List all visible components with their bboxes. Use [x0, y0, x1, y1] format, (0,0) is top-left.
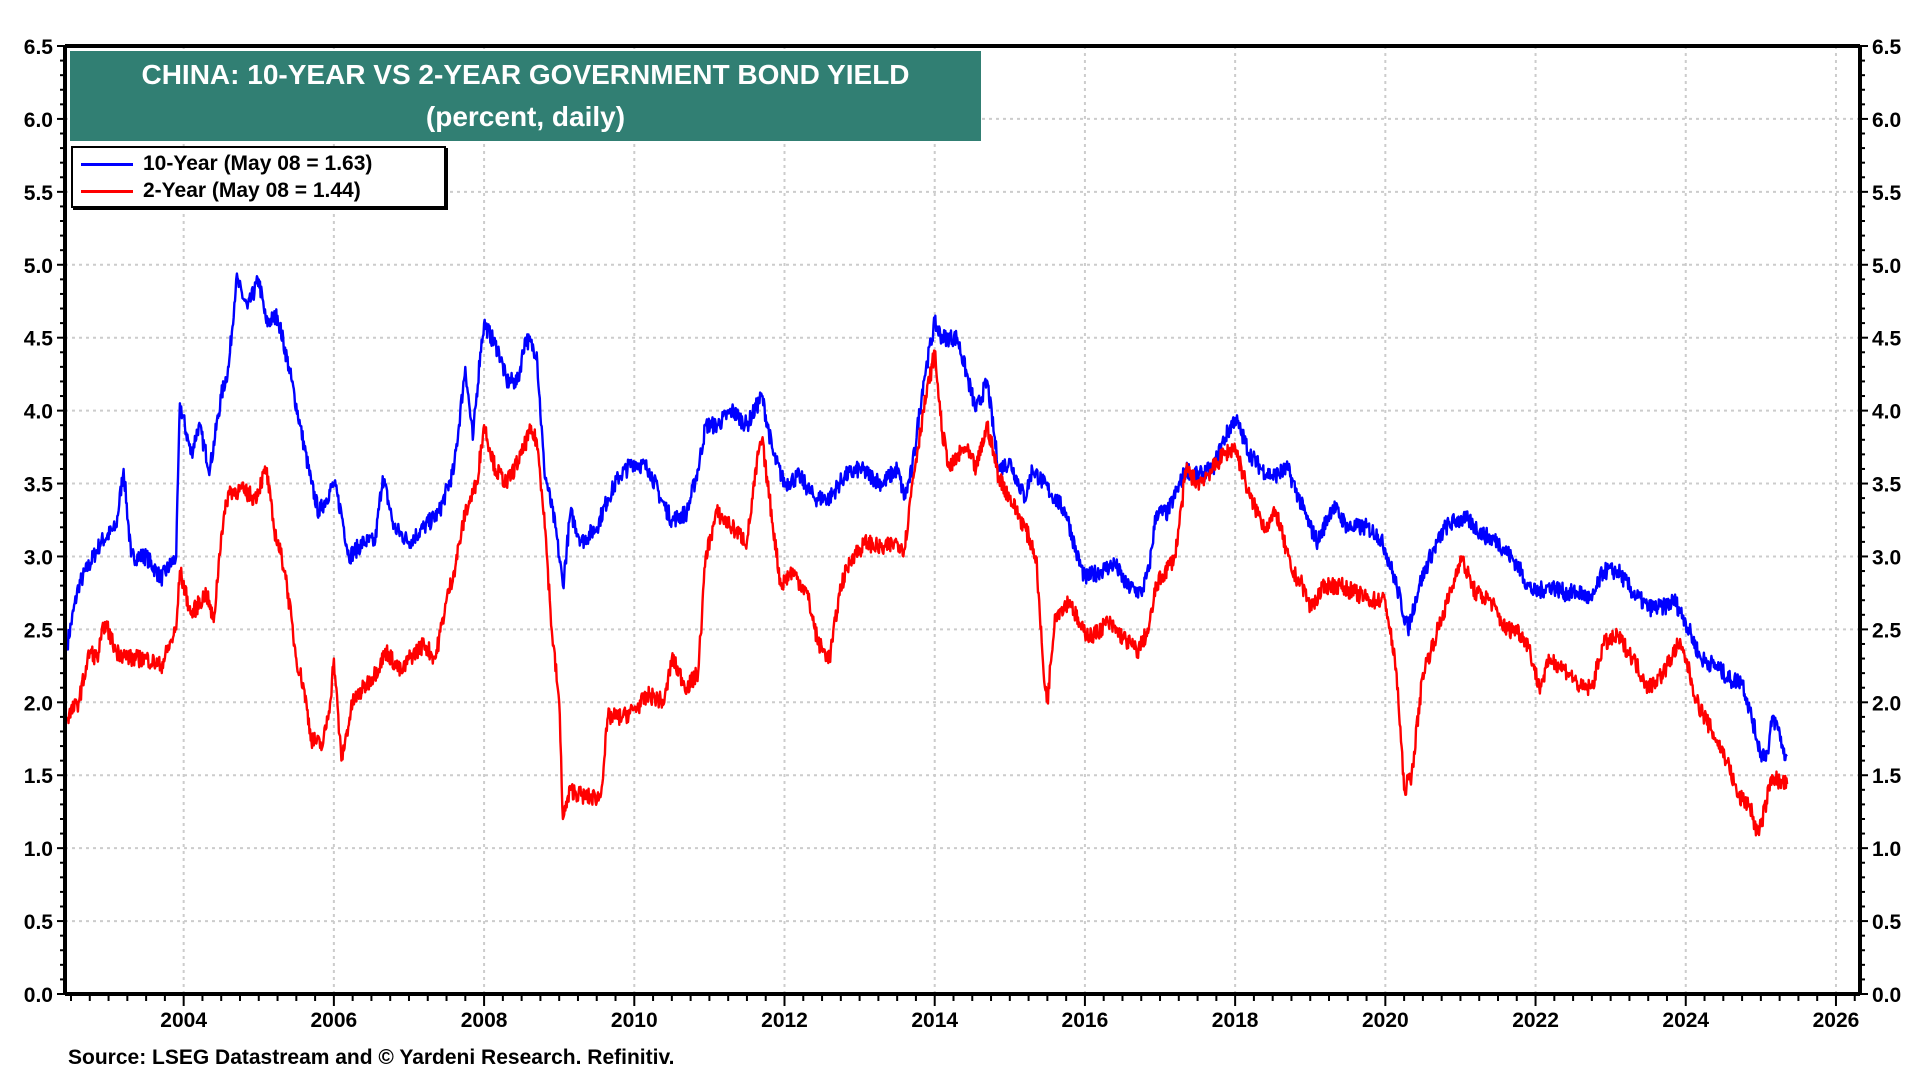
x-tick-label: 2008 — [461, 1009, 508, 1032]
y-tick-label-left: 1.5 — [24, 765, 54, 788]
line-10-year — [66, 272, 1788, 763]
y-tick-label-left: 1.0 — [24, 838, 53, 861]
y-tick-label-left: 6.5 — [24, 36, 54, 59]
y-tick-label-right: 3.5 — [1872, 474, 1902, 497]
legend-item-2-year: 2-Year (May 08 = 1.44) — [81, 179, 361, 203]
x-tick-label: 2024 — [1662, 1009, 1709, 1032]
y-tick-label-right: 4.5 — [1872, 328, 1902, 351]
y-tick-label-right: 5.5 — [1872, 182, 1902, 205]
x-tick-label: 2026 — [1813, 1009, 1860, 1032]
legend-label: 2-Year (May 08 = 1.44) — [143, 179, 361, 202]
x-tick-label: 2012 — [761, 1009, 808, 1032]
x-tick-label: 2022 — [1512, 1009, 1559, 1032]
y-tick-label-right: 5.0 — [1872, 255, 1901, 278]
y-tick-label-left: 4.0 — [24, 401, 53, 424]
series-lines — [66, 272, 1789, 837]
y-tick-label-left: 5.0 — [24, 255, 53, 278]
y-tick-label-left: 2.5 — [24, 619, 54, 642]
chart-subtitle: (percent, daily) — [425, 101, 626, 132]
legend-item-10-year: 10-Year (May 08 = 1.63) — [81, 152, 372, 176]
y-tick-label-left: 3.5 — [24, 474, 54, 497]
y-tick-label-right: 4.0 — [1872, 401, 1901, 424]
legend-swatch-red — [81, 189, 133, 193]
tick-labels: 0.0 0.0 0.5 0.5 1.0 1.0 1.5 1.5 2.0 2.0 2.5 2.5 3.0 3… — [24, 36, 1902, 1032]
legend-label: 10-Year (May 08 = 1.63) — [143, 152, 373, 175]
y-tick-label-right: 1.0 — [1872, 838, 1901, 861]
legend-swatch-blue — [81, 162, 133, 166]
y-tick-label-left: 5.5 — [24, 182, 54, 205]
y-tick-label-right: 2.5 — [1872, 619, 1902, 642]
legend: 10-Year (May 08 = 1.63) 2-Year (May 08 =… — [71, 146, 446, 208]
source-note: Source: LSEG Datastream and © Yardeni Re… — [68, 1046, 675, 1069]
y-tick-label-left: 0.5 — [24, 911, 54, 934]
axes — [57, 44, 1868, 1006]
x-tick-label: 2016 — [1062, 1009, 1109, 1032]
y-tick-label-left: 2.0 — [24, 692, 53, 715]
y-tick-label-right: 2.0 — [1872, 692, 1901, 715]
line-2-year — [66, 349, 1789, 837]
x-tick-label: 2006 — [311, 1009, 358, 1032]
y-tick-label-right: 0.5 — [1872, 911, 1902, 934]
x-tick-label: 2014 — [911, 1009, 958, 1032]
x-tick-label: 2004 — [160, 1009, 207, 1032]
y-tick-label-right: 6.5 — [1872, 36, 1902, 59]
y-tick-label-right: 3.0 — [1872, 546, 1901, 569]
y-tick-label-left: 3.0 — [24, 546, 53, 569]
y-tick-label-left: 4.5 — [24, 328, 54, 351]
y-tick-label-right: 0.0 — [1872, 984, 1901, 1007]
x-tick-label: 2010 — [611, 1009, 658, 1032]
y-tick-label-left: 0.0 — [24, 984, 53, 1007]
y-tick-label-right: 1.5 — [1872, 765, 1902, 788]
x-tick-label: 2020 — [1362, 1009, 1409, 1032]
y-tick-label-left: 6.0 — [24, 109, 53, 132]
chart-title-box: CHINA: 10-YEAR VS 2-YEAR GOVERNMENT BOND… — [70, 51, 981, 141]
chart-title: CHINA: 10-YEAR VS 2-YEAR GOVERNMENT BOND… — [141, 59, 910, 90]
y-tick-label-right: 6.0 — [1872, 109, 1901, 132]
x-tick-label: 2018 — [1212, 1009, 1259, 1032]
